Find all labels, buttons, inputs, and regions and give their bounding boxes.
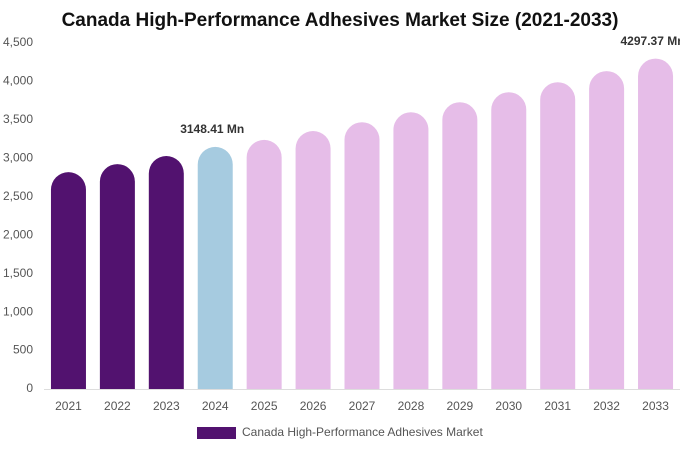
bar [393,112,429,389]
legend-label: Canada High-Performance Adhesives Market [242,425,483,439]
bar [148,156,184,389]
x-tick-label: 2026 [300,399,327,413]
y-tick-label: 4,000 [3,74,33,88]
value-label: 4297.37 Mn [621,34,680,48]
bar [295,131,331,389]
bar [99,164,135,389]
y-tick-label: 4,500 [3,35,33,49]
y-tick-label: 2,500 [3,189,33,203]
y-tick-label: 0 [26,381,33,395]
bar [442,102,478,390]
x-tick-label: 2028 [398,399,425,413]
y-tick-label: 3,500 [3,112,33,126]
legend-swatch [197,427,236,439]
y-tick-label: 500 [13,343,33,357]
bar [540,82,576,390]
bar [491,92,527,389]
x-tick-label: 2030 [495,399,522,413]
y-tick-label: 1,500 [3,266,33,280]
x-tick-label: 2032 [593,399,620,413]
x-tick-label: 2031 [544,399,571,413]
bar [50,172,86,389]
bar [638,58,674,390]
value-label: 3148.41 Mn [180,122,244,136]
bar [344,122,380,389]
x-tick-label: 2023 [153,399,180,413]
x-tick-label: 2033 [642,399,669,413]
x-tick-label: 2024 [202,399,229,413]
bar [197,146,233,389]
x-tick-label: 2029 [446,399,473,413]
x-tick-label: 2027 [349,399,376,413]
x-tick-label: 2021 [55,399,82,413]
bar [589,71,625,389]
x-tick-label: 2022 [104,399,131,413]
y-tick-label: 3,000 [3,151,33,165]
x-tick-label: 2025 [251,399,278,413]
bar [246,139,282,389]
y-tick-label: 1,000 [3,304,33,318]
y-tick-label: 2,000 [3,227,33,241]
chart-title: Canada High-Performance Adhesives Market… [62,10,619,31]
